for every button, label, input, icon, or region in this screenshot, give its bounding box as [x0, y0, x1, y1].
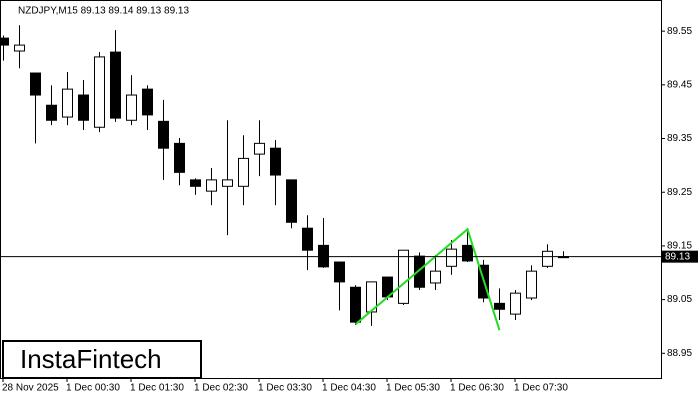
candle-body	[334, 261, 345, 283]
candle-body	[158, 120, 169, 149]
last-price-label: 89.13	[665, 251, 690, 262]
candle-body	[0, 37, 9, 46]
candle-body	[126, 94, 137, 121]
candle-body	[62, 88, 73, 118]
y-tick-label: 89.25	[667, 187, 692, 198]
candle-body	[430, 270, 441, 284]
candle-body	[14, 44, 25, 52]
candle-body	[462, 244, 473, 262]
candle-body	[270, 147, 281, 176]
x-tick-label: 1 Dec 01:30	[130, 383, 184, 394]
x-tick-label: 1 Dec 05:30	[386, 383, 440, 394]
candle-body	[526, 270, 537, 299]
x-tick-label: 1 Dec 02:30	[194, 383, 248, 394]
watermark-box: InstaFintech	[2, 340, 202, 379]
candle-body	[238, 157, 249, 187]
candle-body	[46, 104, 57, 121]
x-tick-label: 1 Dec 06:30	[450, 383, 504, 394]
candle-body	[174, 142, 185, 173]
candle-body	[222, 179, 233, 187]
candle-body	[302, 227, 313, 251]
candle-body	[542, 250, 553, 267]
y-tick-label: 89.55	[667, 26, 692, 37]
candle-body	[254, 142, 265, 155]
y-tick-label: 89.35	[667, 133, 692, 144]
candle-body	[350, 286, 361, 323]
x-tick-label: 1 Dec 00:30	[66, 383, 120, 394]
candle-body	[510, 292, 521, 315]
watermark-frame	[2, 340, 202, 379]
candle-body	[494, 302, 505, 310]
x-tick-label: 1 Dec 07:30	[514, 383, 568, 394]
candle-body	[78, 94, 89, 121]
y-tick-label: 89.05	[667, 294, 692, 305]
y-tick-label: 89.15	[667, 241, 692, 252]
chart-title: NZDJPY,M15 89.13 89.14 89.13 89.13	[18, 6, 189, 17]
candle-body	[286, 179, 297, 223]
y-tick-label: 88.95	[667, 348, 692, 359]
candle-body	[94, 56, 105, 128]
candle-body	[446, 248, 457, 267]
last-price-box	[662, 250, 698, 263]
candle-body	[398, 249, 409, 304]
candle-body	[30, 72, 41, 96]
x-tick-label: 1 Dec 04:30	[322, 383, 376, 394]
candle-body	[206, 179, 217, 192]
candle-body	[142, 88, 153, 116]
x-tick-label: 28 Nov 2025	[2, 383, 59, 394]
candle-body	[190, 179, 201, 187]
pattern-line	[354, 227, 501, 331]
candle-body	[318, 244, 329, 268]
candle-body	[110, 51, 121, 119]
x-tick-label: 1 Dec 03:30	[258, 383, 312, 394]
watermark: InstaFintech	[20, 344, 162, 374]
y-tick-label: 89.45	[667, 79, 692, 90]
candle-body	[414, 255, 425, 288]
